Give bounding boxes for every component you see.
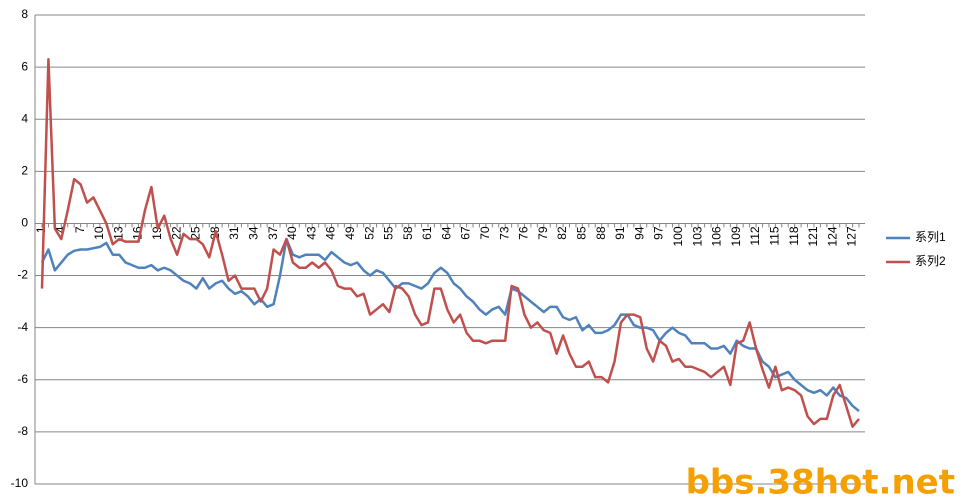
watermark: bbs.38hot.net [686, 463, 955, 501]
x-tick-label: 121 [806, 226, 820, 246]
legend-label: 系列2 [915, 254, 946, 268]
x-tick-label: 49 [343, 226, 357, 240]
x-tick-label: 82 [555, 226, 569, 240]
x-tick-label: 118 [787, 226, 801, 245]
x-tick-label: 46 [324, 226, 338, 240]
x-tick-label: 55 [382, 226, 396, 240]
x-tick-label: 22 [169, 226, 183, 240]
y-tick-label: -6 [17, 372, 28, 386]
x-tick-label: 85 [575, 226, 589, 240]
x-tick-label: 31 [227, 226, 241, 240]
x-tick-label: 94 [632, 226, 646, 240]
x-tick-label: 37 [266, 226, 280, 240]
y-tick-label: -8 [17, 424, 28, 438]
x-tick-label: 127 [845, 226, 859, 246]
x-tick-label: 106 [710, 226, 724, 246]
x-tick-label: 79 [536, 226, 550, 240]
y-tick-label: 0 [21, 216, 28, 230]
x-tick-label: 19 [150, 226, 164, 240]
x-tick-label: 70 [478, 226, 492, 240]
x-tick-label: 109 [729, 226, 743, 246]
x-tick-label: 91 [613, 226, 627, 240]
x-tick-label: 124 [825, 226, 839, 246]
x-tick-label: 34 [246, 226, 260, 240]
x-tick-label: 115 [768, 226, 782, 245]
x-tick-label: 73 [497, 226, 511, 240]
x-tick-label: 67 [459, 226, 473, 240]
x-tick-label: 58 [401, 226, 415, 240]
y-tick-label: -2 [17, 268, 28, 282]
y-tick-label: 6 [21, 59, 28, 73]
x-tick-label: 40 [285, 226, 299, 240]
x-tick-label: 88 [594, 226, 608, 240]
y-tick-label: 2 [21, 164, 28, 178]
x-tick-label: 1 [34, 226, 48, 233]
y-tick-label: -4 [17, 320, 28, 334]
x-tick-label: 7 [73, 226, 87, 233]
legend-label: 系列1 [915, 230, 946, 244]
y-tick-label: -10 [11, 476, 29, 490]
x-tick-label: 4 [53, 226, 67, 233]
x-tick-label: 61 [420, 226, 434, 240]
x-tick-label: 10 [92, 226, 106, 240]
y-tick-label: 4 [21, 111, 28, 125]
series-line [40, 237, 860, 413]
y-tick-label: 8 [21, 7, 28, 21]
x-tick-label: 43 [304, 226, 318, 240]
x-tick-label: 97 [652, 226, 666, 240]
x-tick-label: 100 [671, 226, 685, 246]
series-line [40, 58, 860, 428]
x-tick-label: 16 [131, 226, 145, 240]
x-tick-label: 25 [189, 226, 203, 240]
x-tick-label: 112 [748, 226, 762, 245]
x-tick-label: 103 [690, 226, 704, 246]
x-tick-label: 64 [439, 226, 453, 240]
x-tick-label: 76 [517, 226, 531, 240]
x-tick-label: 52 [362, 226, 376, 240]
x-tick-label: 13 [111, 226, 125, 240]
